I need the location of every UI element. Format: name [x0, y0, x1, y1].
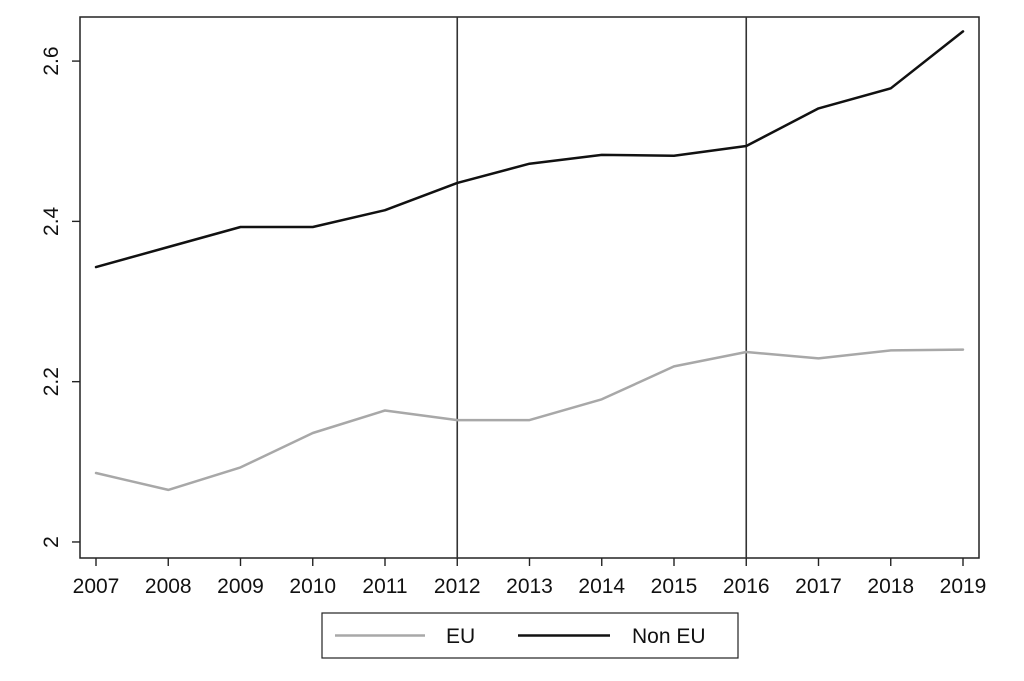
x-tick-label: 2014 [578, 575, 625, 598]
x-tick-label: 2019 [940, 575, 987, 598]
x-axis: 2007 2008 2009 2010 2011 2012 2013 2014 2015 2016… [73, 558, 987, 598]
series-line-non-eu [94, 30, 965, 269]
legend-label-non-eu: Non EU [632, 625, 706, 648]
legend-label-eu: EU [446, 625, 475, 648]
x-tick-label: 2018 [867, 575, 914, 598]
series-layer [94, 30, 965, 492]
x-tick-label: 2010 [289, 575, 336, 598]
x-tick-label: 2012 [434, 575, 481, 598]
x-tick-label: 2015 [651, 575, 698, 598]
x-tick-label: 2013 [506, 575, 553, 598]
x-tick-label: 2017 [795, 575, 842, 598]
y-axis: 2 2.2 2.4 2.6 [40, 46, 80, 548]
y-tick-label: 2.6 [40, 46, 63, 75]
reference-lines [456, 17, 748, 558]
legend: EU Non EU [321, 612, 739, 659]
x-tick-label: 2008 [145, 575, 192, 598]
plot-frame [79, 16, 980, 559]
y-tick-label: 2.4 [40, 206, 63, 236]
x-tick-label: 2016 [723, 575, 770, 598]
x-tick-label: 2009 [217, 575, 264, 598]
x-tick-label: 2011 [362, 575, 407, 598]
series-line-eu [94, 348, 965, 492]
x-tick-label: 2007 [73, 575, 120, 598]
y-tick-label: 2 [40, 536, 63, 548]
y-tick-label: 2.2 [40, 367, 63, 396]
